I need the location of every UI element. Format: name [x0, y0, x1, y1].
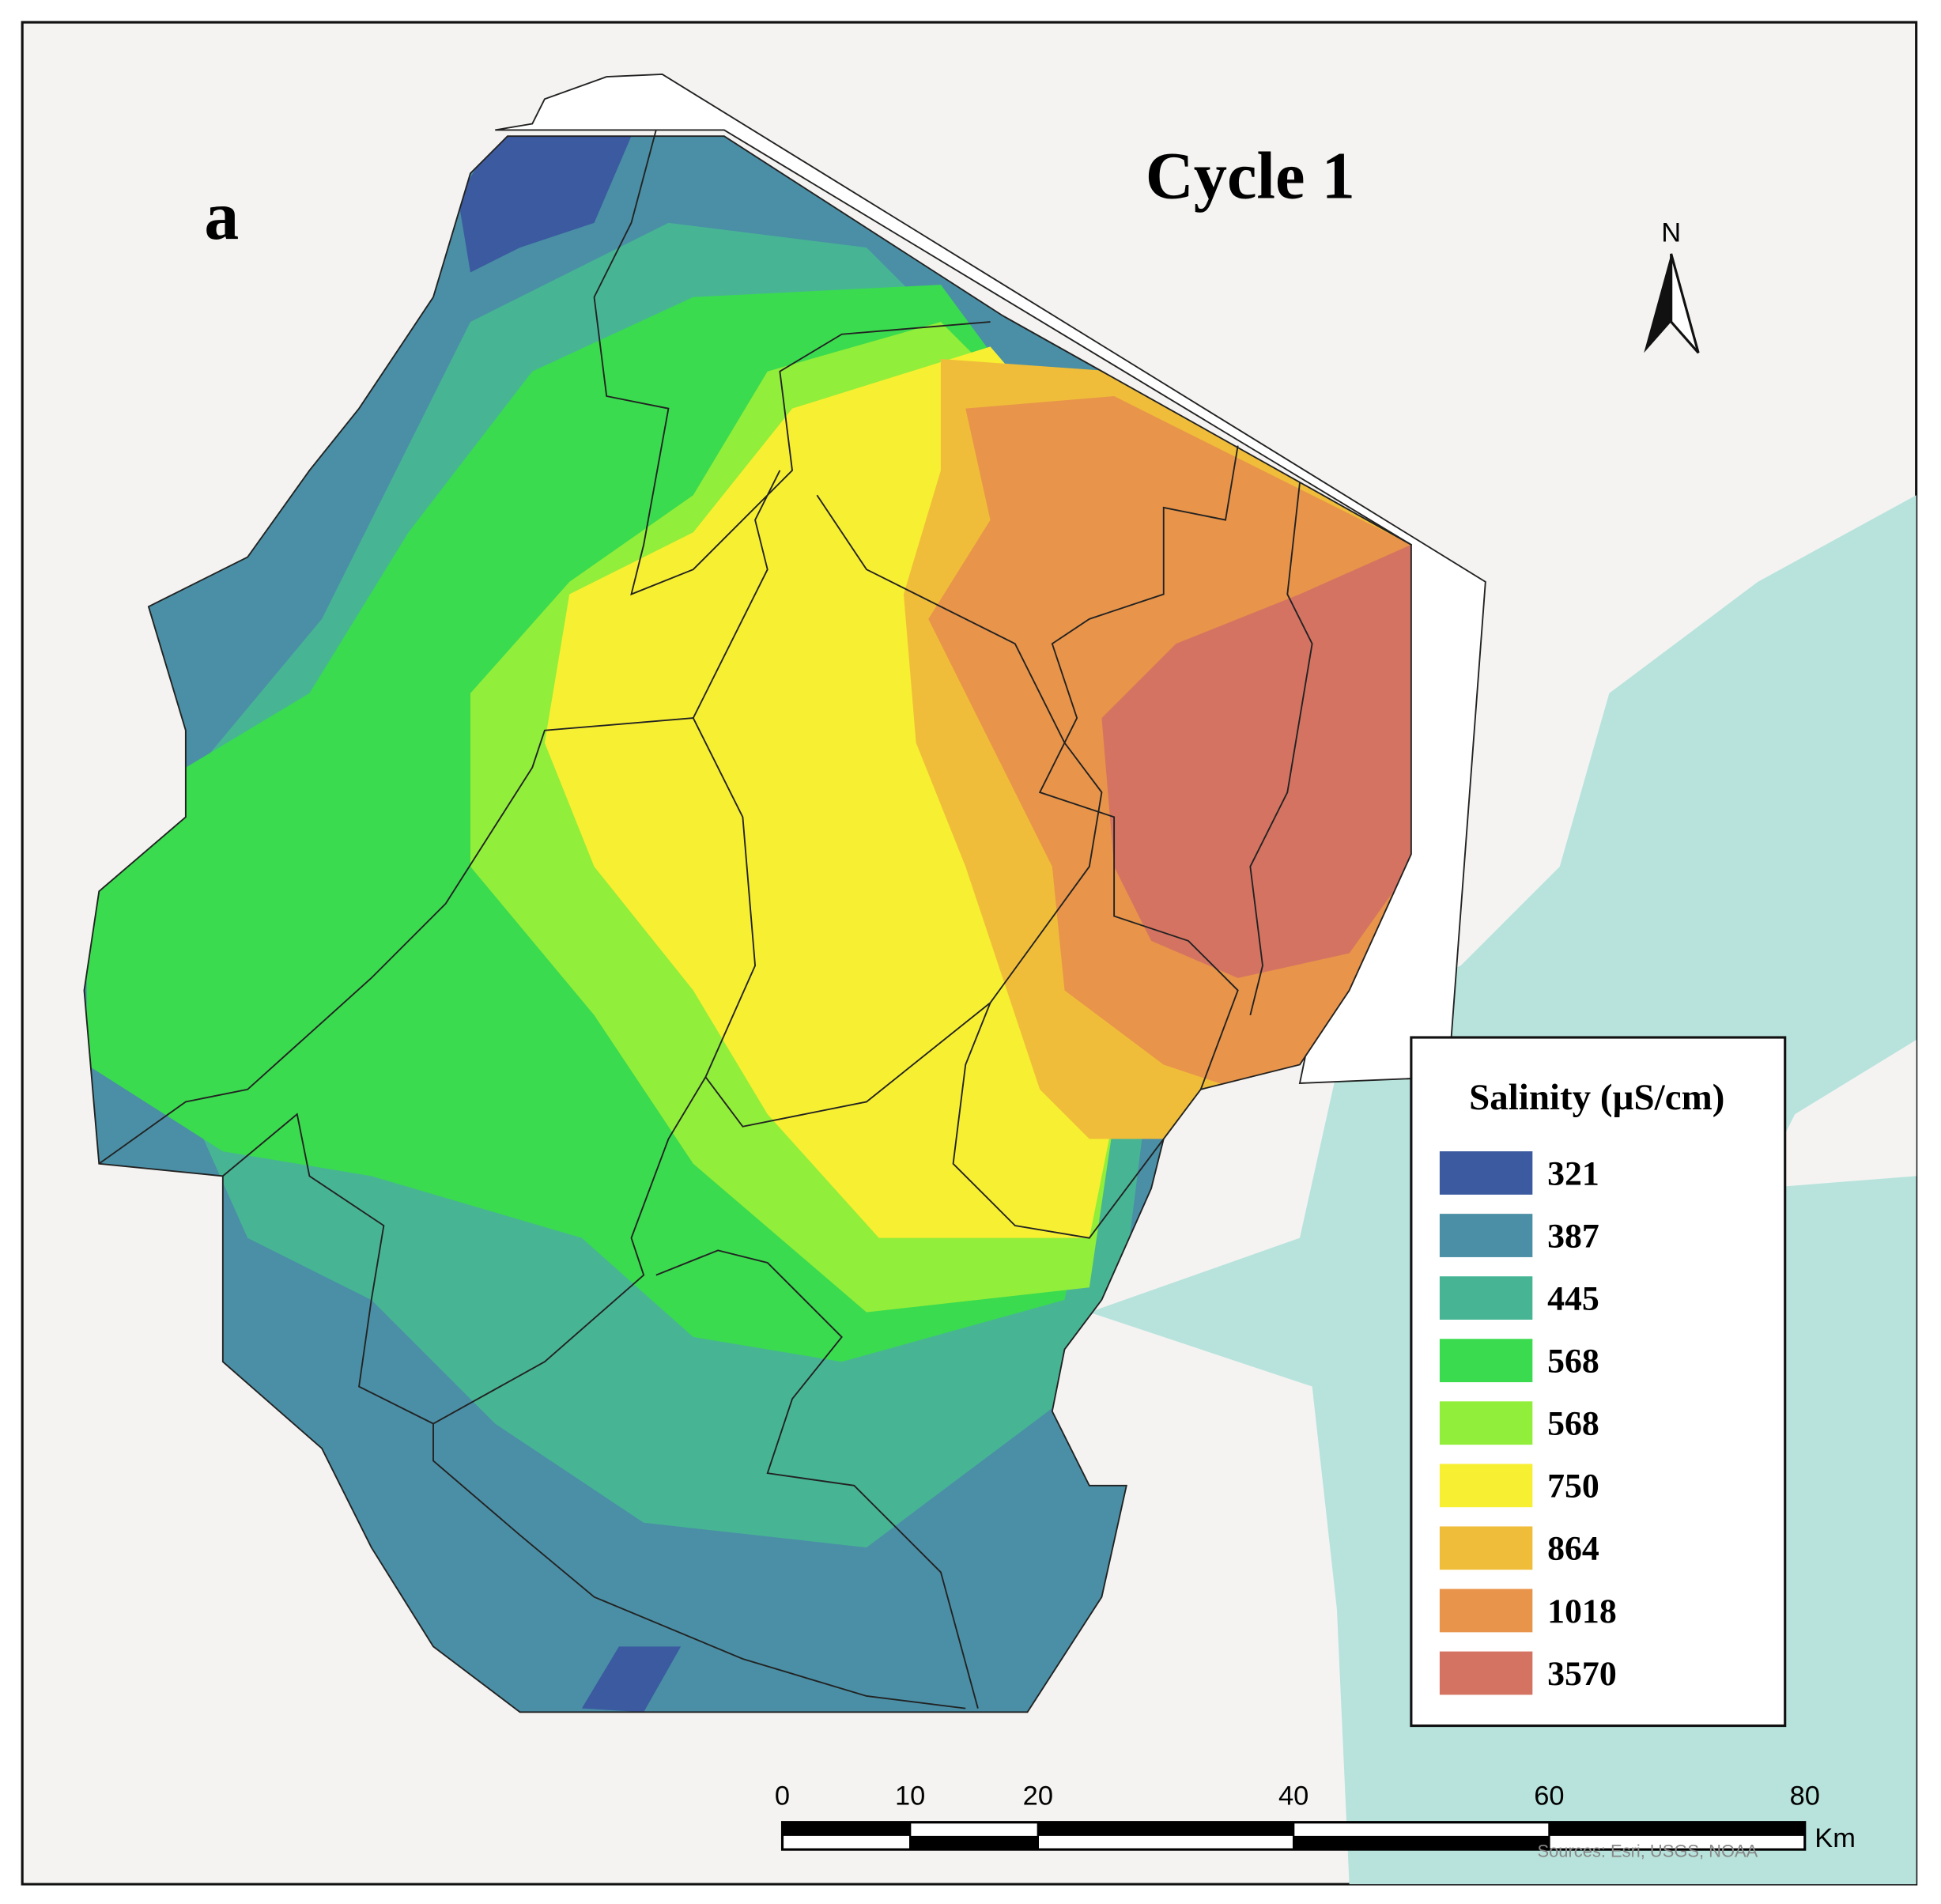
- legend-label: 568: [1547, 1343, 1599, 1381]
- zone: [581, 1646, 682, 1713]
- legend-label: 445: [1547, 1279, 1599, 1317]
- legend-swatch: [1439, 1464, 1533, 1508]
- scale-bar: 0 10 20 40 60 80 Km: [775, 1781, 1856, 1853]
- scale-tick-label: 20: [1023, 1781, 1053, 1811]
- legend-swatch: [1439, 1276, 1533, 1320]
- legend-swatch: [1439, 1651, 1533, 1695]
- boundary-extent: [495, 73, 1486, 1084]
- panel-label: a: [204, 177, 239, 254]
- legend-title: Salinity (µS/cm): [1469, 1077, 1724, 1118]
- legend-swatch: [1439, 1339, 1533, 1383]
- land: [1758, 1040, 1916, 1189]
- zone: [1101, 544, 1411, 978]
- north-label: N: [1661, 217, 1681, 247]
- legend-label: 568: [1547, 1405, 1599, 1443]
- legend-label: 3570: [1547, 1655, 1617, 1693]
- scale-segment: [910, 1835, 1038, 1850]
- legend-swatch: [1439, 1401, 1533, 1445]
- scale-segment: [1549, 1822, 1805, 1836]
- legend-label: 387: [1547, 1217, 1599, 1255]
- legend-swatch: [1439, 1214, 1533, 1257]
- scale-segment: [1037, 1822, 1294, 1836]
- scale-tick-label: 0: [775, 1781, 790, 1811]
- legend-swatch: [1439, 1526, 1533, 1570]
- zone: [458, 136, 632, 273]
- legend: Salinity (µS/cm) 321 387 445 568 568 750 864 1…: [1410, 1036, 1787, 1728]
- scale-unit: Km: [1814, 1823, 1856, 1853]
- scale-segment: [782, 1822, 911, 1836]
- legend-swatch: [1439, 1589, 1533, 1633]
- arrow-right: [1670, 253, 1700, 354]
- scale-segment: [1293, 1835, 1550, 1850]
- scale-tick-label: 80: [1790, 1781, 1820, 1811]
- scale-tick-label: 60: [1534, 1781, 1564, 1811]
- legend-label: 321: [1547, 1154, 1599, 1192]
- district-boundaries: [83, 130, 1412, 1713]
- legend-label: 1018: [1547, 1592, 1617, 1630]
- scale-tick-label: 10: [895, 1781, 925, 1811]
- legend-label: 864: [1547, 1530, 1599, 1568]
- attribution: Sources: Esri, USGS, NOAA: [1537, 1842, 1758, 1861]
- scale-tick-label: 40: [1278, 1781, 1308, 1811]
- legend-label: 750: [1547, 1468, 1599, 1505]
- map-title: Cycle 1: [1146, 140, 1355, 213]
- legend-swatch: [1439, 1151, 1533, 1195]
